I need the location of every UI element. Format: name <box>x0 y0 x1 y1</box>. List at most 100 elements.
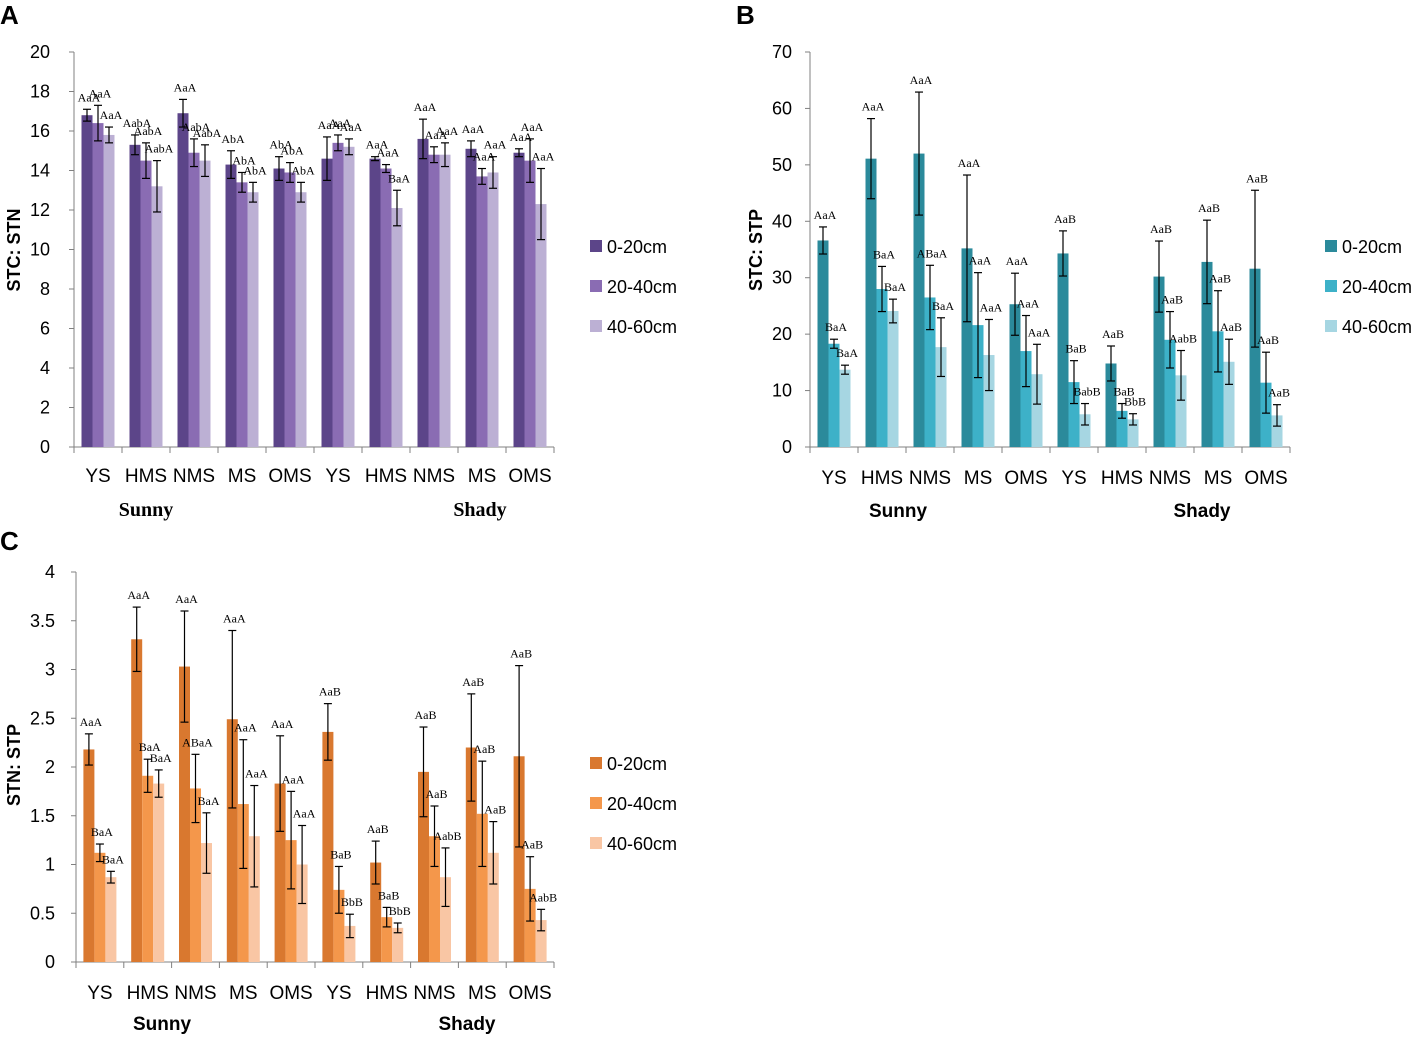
legend-label: 40-60cm <box>607 317 677 337</box>
bar <box>876 289 888 447</box>
significance-label: AaA <box>414 100 437 114</box>
group-label-shady: Shady <box>1173 501 1230 522</box>
x-category-label: YS <box>85 466 110 487</box>
significance-label: BaA <box>150 751 172 765</box>
bar <box>1212 331 1224 447</box>
bar <box>476 176 488 448</box>
bar <box>1116 410 1128 447</box>
bar <box>177 113 189 447</box>
significance-label: AaA <box>78 90 101 104</box>
bar <box>1105 363 1117 447</box>
significance-label: AabB <box>434 829 462 843</box>
y-axis-label: STC: STN <box>4 209 24 292</box>
x-category-label: OMS <box>1004 468 1047 489</box>
y-tick-label: 2 <box>45 757 55 777</box>
x-category-label: YS <box>1061 468 1086 489</box>
bar <box>151 186 163 448</box>
x-category-label: NMS <box>909 468 951 489</box>
bar <box>429 836 440 962</box>
significance-label: BaA <box>884 280 906 294</box>
panel-b-chart: B 0 10 20 30 40 50 60 70 YS HMS NMS MS OMS YS HMS NMS MS O… <box>736 0 1412 522</box>
significance-label: AbA <box>280 144 304 158</box>
significance-label: AaA <box>436 124 459 138</box>
significance-label: AaA <box>814 208 837 222</box>
bar <box>828 343 840 447</box>
y-axis-label: STN: STP <box>4 724 24 806</box>
bar <box>535 204 547 447</box>
significance-label: AbA <box>269 138 293 152</box>
bar <box>201 843 212 962</box>
bar <box>513 152 525 447</box>
legend-swatch <box>590 797 602 809</box>
x-category-label: HMS <box>366 983 408 1004</box>
y-tick-label: 4 <box>40 358 50 378</box>
significance-label: AbA <box>232 153 256 167</box>
x-category-label: HMS <box>1101 468 1143 489</box>
significance-label: AaA <box>958 156 981 170</box>
panel-a-chart: A 0 2 4 6 8 10 12 14 16 18 20 YS HMS NMS MS OMS YS HMS NMS M… <box>0 0 677 521</box>
bar <box>487 172 499 447</box>
significance-label: AaA <box>340 120 363 134</box>
significance-label: AaB <box>415 708 437 722</box>
group-label-shady: Shady <box>453 499 506 521</box>
significance-label: AaB <box>1198 201 1220 215</box>
significance-label: AaA <box>80 715 103 729</box>
y-tick-label: 60 <box>772 98 792 118</box>
group-label-sunny: Sunny <box>869 501 927 522</box>
bar <box>1175 375 1187 447</box>
legend-label: 20-40cm <box>607 794 677 814</box>
legend-label: 0-20cm <box>1342 237 1402 257</box>
bar <box>274 783 286 962</box>
bar <box>1020 351 1032 447</box>
legend-swatch <box>590 837 602 849</box>
bar <box>439 154 451 447</box>
x-category-label: YS <box>821 468 846 489</box>
significance-label: BaB <box>378 888 399 902</box>
bar <box>839 369 851 447</box>
bar <box>188 152 200 447</box>
bar <box>247 192 259 447</box>
bar <box>94 852 106 962</box>
significance-label: AaA <box>282 772 305 786</box>
significance-label: BaA <box>932 299 954 313</box>
significance-label: BaB <box>330 847 351 861</box>
bar <box>1127 419 1139 447</box>
panel-letter: A <box>0 0 19 30</box>
bar <box>344 925 356 962</box>
group-label-sunny: Sunny <box>119 499 174 521</box>
bar <box>465 747 477 962</box>
significance-label: AabA <box>123 116 152 130</box>
bar <box>129 144 141 447</box>
significance-label: BaB <box>1113 385 1134 399</box>
y-tick-label: 40 <box>772 211 792 231</box>
significance-label: AaB <box>1150 222 1172 236</box>
bar <box>1153 276 1165 447</box>
significance-label: AaA <box>521 120 544 134</box>
bar <box>535 920 547 962</box>
bar <box>1057 253 1069 447</box>
bar <box>1249 268 1261 447</box>
bar <box>1260 382 1272 447</box>
legend-swatch <box>590 757 602 769</box>
bar <box>370 862 382 962</box>
x-category-label: OMS <box>1244 468 1287 489</box>
bar <box>391 208 403 447</box>
legend-swatch <box>590 280 602 292</box>
x-category-label: NMS <box>413 466 455 487</box>
x-category-label: OMS <box>508 466 551 487</box>
panel-letter: C <box>0 526 19 556</box>
bar <box>924 297 936 447</box>
y-tick-label: 50 <box>772 155 792 175</box>
bar <box>428 154 440 447</box>
x-category-label: MS <box>468 983 497 1004</box>
significance-label: AaA <box>271 717 294 731</box>
x-category-label: MS <box>964 468 993 489</box>
bar <box>333 889 345 962</box>
significance-label: AaB <box>1268 386 1290 400</box>
significance-label: AbA <box>291 163 315 177</box>
legend-label: 40-60cm <box>1342 317 1412 337</box>
bar <box>1068 382 1080 447</box>
x-category-label: MS <box>229 983 258 1004</box>
